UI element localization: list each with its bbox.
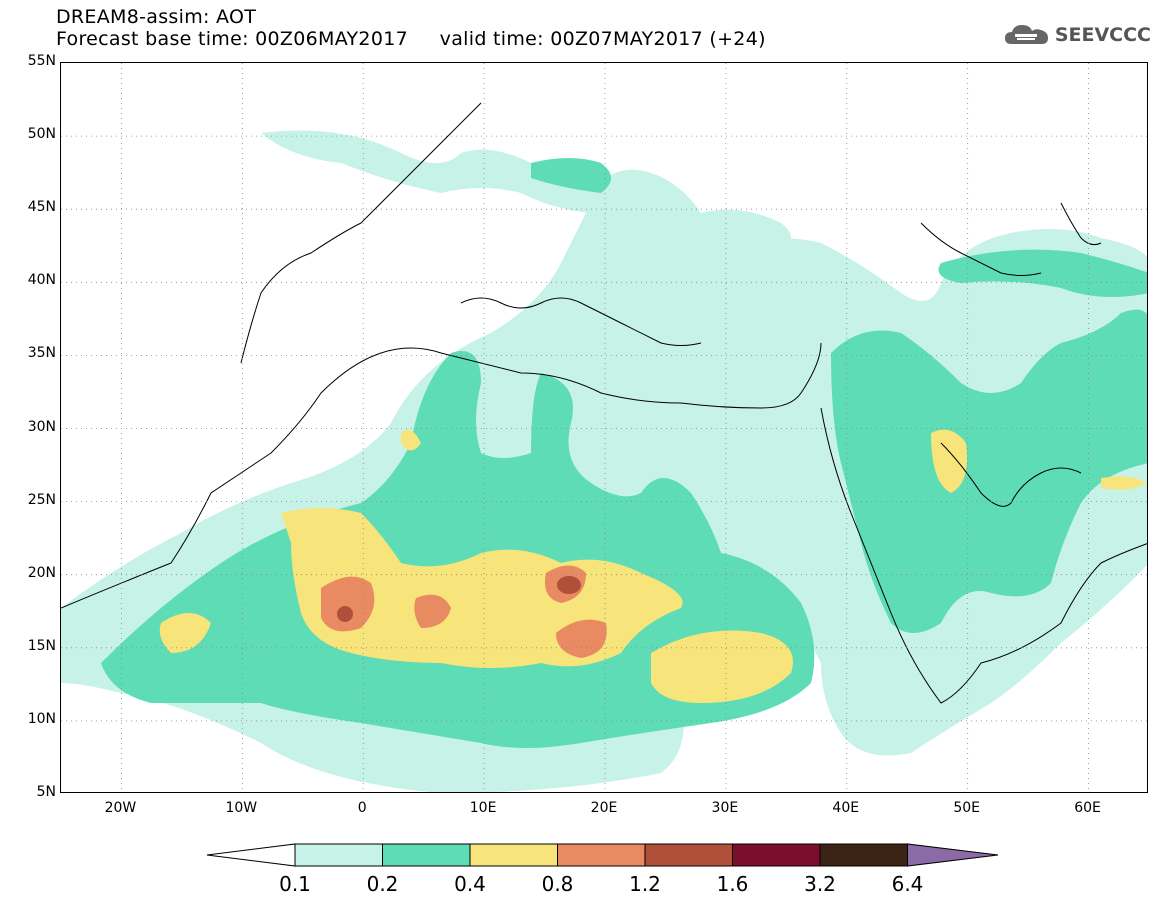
colorbar-level-label: 0.8 bbox=[541, 872, 574, 896]
aot-level-1.2 bbox=[337, 576, 581, 622]
lon-label: 60E bbox=[1074, 800, 1101, 816]
lon-label: 20E bbox=[590, 800, 618, 816]
colorbar-segment bbox=[819, 843, 908, 867]
colorbar-segment bbox=[294, 843, 383, 867]
lon-label: 30E bbox=[711, 800, 739, 816]
title-line-2: Forecast base time: 00Z06MAY2017 valid t… bbox=[56, 28, 766, 50]
lon-label: 20W bbox=[104, 800, 137, 816]
title-line-1: DREAM8-assim: AOT bbox=[56, 6, 257, 28]
cloud-icon bbox=[1004, 25, 1048, 44]
colorbar-segment bbox=[469, 843, 558, 867]
lon-label: 40E bbox=[832, 800, 860, 816]
colorbar-segment bbox=[557, 843, 646, 867]
colorbar-segment bbox=[732, 843, 821, 867]
title-block: DREAM8-assim: AOT Forecast base time: 00… bbox=[56, 6, 766, 50]
graticule bbox=[61, 63, 1147, 792]
aot-level-0.2 bbox=[101, 158, 1147, 748]
seevccc-logo: SEEVCCC bbox=[1003, 22, 1151, 48]
lat-label: 25N bbox=[27, 491, 56, 508]
lat-label: 35N bbox=[27, 345, 56, 362]
colorbar-level-label: 6.4 bbox=[891, 872, 924, 896]
colorbar-level-label: 0.1 bbox=[279, 872, 311, 896]
logo-text: SEEVCCC bbox=[1054, 24, 1151, 46]
lat-label: 40N bbox=[27, 272, 56, 289]
lat-label: 55N bbox=[27, 53, 56, 69]
lat-label: 15N bbox=[27, 637, 56, 654]
lat-label: 10N bbox=[27, 710, 56, 727]
aot-level-0.8 bbox=[321, 565, 607, 658]
colorbar bbox=[205, 842, 1000, 870]
coastlines bbox=[61, 102, 1147, 704]
aot-map bbox=[61, 63, 1147, 792]
lon-label: 50E bbox=[953, 800, 980, 816]
lat-label: 5N bbox=[36, 784, 56, 800]
colorbar-level-label: 3.2 bbox=[804, 872, 836, 896]
lon-label: 10E bbox=[469, 800, 497, 816]
colorbar-svg bbox=[206, 843, 999, 867]
colorbar-segment bbox=[382, 843, 471, 867]
lat-label: 50N bbox=[27, 126, 56, 143]
colorbar-low-arrow bbox=[206, 843, 296, 867]
colorbar-segment bbox=[644, 843, 733, 867]
colorbar-high-arrow bbox=[907, 843, 999, 867]
lon-label: 0 bbox=[357, 800, 367, 816]
lat-label: 45N bbox=[27, 199, 56, 216]
lat-label: 20N bbox=[27, 564, 56, 581]
colorbar-level-label: 1.6 bbox=[716, 872, 749, 896]
map-frame bbox=[60, 62, 1148, 793]
colorbar-level-label: 1.2 bbox=[629, 872, 661, 896]
lon-label: 10W bbox=[225, 800, 258, 816]
colorbar-level-label: 0.2 bbox=[366, 872, 399, 896]
lat-label: 30N bbox=[27, 418, 56, 435]
colorbar-level-label: 0.4 bbox=[454, 872, 486, 896]
